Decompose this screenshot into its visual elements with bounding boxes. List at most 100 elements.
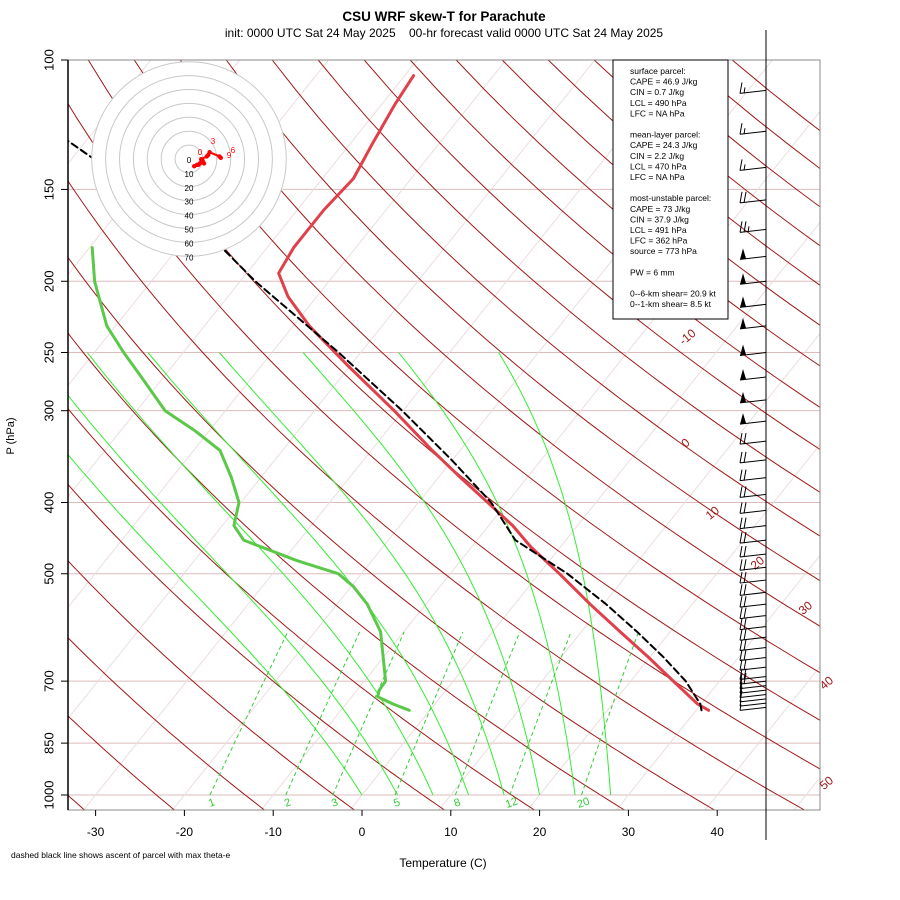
moist-adiabat bbox=[302, 352, 541, 796]
barb-half-flag bbox=[743, 87, 746, 94]
dry-adiabat bbox=[455, 60, 820, 367]
dry-adiabat bbox=[317, 60, 820, 493]
barb-flag bbox=[743, 451, 747, 463]
wind-barb bbox=[739, 413, 767, 425]
wind-barb bbox=[739, 584, 767, 596]
barb-pennant bbox=[740, 391, 746, 403]
barb-flag bbox=[739, 668, 743, 680]
barb-flag bbox=[739, 502, 743, 514]
dry-adiabat bbox=[68, 407, 536, 810]
barb-flag bbox=[743, 673, 747, 685]
hodograph-ring bbox=[160, 130, 218, 188]
hodograph-ring-label: 70 bbox=[185, 253, 194, 262]
surface-parcel-stat: CAPE = 46.9 J/kg bbox=[630, 77, 698, 87]
mixing-ratio-line bbox=[454, 631, 521, 796]
barb-shaft bbox=[739, 694, 767, 699]
surface-parcel-header: surface parcel: bbox=[630, 66, 686, 76]
dry-adiabat bbox=[68, 483, 446, 810]
barb-pennant bbox=[740, 296, 746, 308]
barb-flag bbox=[739, 673, 743, 685]
chart-subtitle: init: 0000 UTC Sat 24 May 2025 00-hr for… bbox=[225, 26, 664, 40]
isotherm-label: -10 bbox=[676, 326, 699, 348]
hodograph-ring-label: 30 bbox=[185, 198, 194, 207]
barb-pennant bbox=[740, 344, 746, 356]
hodograph-height-label: 0 bbox=[198, 148, 203, 157]
barb-flag bbox=[743, 618, 747, 630]
mixing-ratio-label: 12 bbox=[504, 795, 520, 810]
y-tick-label: 850 bbox=[41, 732, 56, 754]
most-unstable-parcel-stat: CIN = 37.9 J/kg bbox=[630, 214, 689, 224]
wind-barb bbox=[739, 571, 767, 584]
isotherm-label: 30 bbox=[796, 598, 815, 618]
hodograph-height-label: 6 bbox=[231, 146, 236, 155]
wind-barb bbox=[739, 618, 767, 631]
mixing-ratio-line bbox=[394, 631, 464, 796]
dry-adiabat bbox=[271, 60, 820, 537]
isotherm-gridline bbox=[68, 60, 418, 498]
wind-barb bbox=[739, 532, 767, 544]
dry-adiabat bbox=[68, 102, 820, 770]
barb-flag bbox=[743, 571, 747, 584]
mixing-ratio-label: 5 bbox=[392, 796, 402, 809]
barb-flag bbox=[739, 82, 743, 94]
hodograph-point bbox=[207, 150, 212, 155]
barb-half-flag bbox=[743, 128, 746, 135]
mixing-ratio-line bbox=[332, 631, 405, 796]
barb-half-flag bbox=[743, 164, 746, 171]
barb-flag bbox=[743, 433, 747, 445]
barb-shaft bbox=[739, 325, 767, 330]
barb-shaft bbox=[739, 698, 767, 703]
chart-title: CSU WRF skew-T for Parachute bbox=[342, 9, 546, 24]
wind-barb bbox=[739, 433, 767, 445]
most-unstable-parcel-stat: CAPE = 73 J/kg bbox=[630, 204, 691, 214]
wind-barb bbox=[739, 273, 767, 285]
most-unstable-parcel-stat: LFC = 362 hPa bbox=[630, 236, 688, 246]
wind-barb bbox=[739, 607, 767, 620]
hodograph-background bbox=[91, 61, 287, 257]
footnote: dashed black line shows ascent of parcel… bbox=[11, 850, 231, 860]
mixing-ratio-label: 3 bbox=[330, 796, 340, 809]
barb-shaft bbox=[739, 702, 767, 707]
barb-flag bbox=[739, 596, 743, 608]
wind-barb bbox=[739, 369, 767, 381]
x-tick-label: -20 bbox=[176, 825, 194, 839]
wind-barb bbox=[739, 659, 767, 671]
mixing-ratio-label: 1 bbox=[207, 796, 217, 809]
mixing-ratio-label: 20 bbox=[576, 795, 592, 810]
barb-flag bbox=[743, 584, 747, 596]
y-tick-label: 100 bbox=[41, 49, 56, 71]
x-tick-label: 10 bbox=[444, 825, 458, 839]
wind-barb bbox=[739, 677, 767, 690]
x-axis-label: Temperature (C) bbox=[399, 856, 486, 870]
wind-barb bbox=[739, 502, 767, 514]
wind-barb bbox=[739, 686, 767, 699]
wind-barb bbox=[739, 545, 767, 558]
y-tick-label: 400 bbox=[41, 492, 56, 514]
isotherm-label: 10 bbox=[703, 503, 722, 523]
moist-adiabat bbox=[218, 352, 505, 796]
y-tick-label: 300 bbox=[41, 400, 56, 422]
dry-adiabat bbox=[409, 60, 820, 408]
moist-adiabat bbox=[86, 352, 434, 796]
barb-flag bbox=[739, 123, 743, 135]
dry-adiabat bbox=[731, 60, 820, 132]
isotherm-gridline bbox=[882, 44, 900, 811]
barb-pennant bbox=[740, 369, 746, 381]
wind-barb bbox=[739, 673, 767, 685]
wind-barb bbox=[739, 517, 767, 530]
barb-flag bbox=[739, 433, 743, 445]
isotherm-gridline bbox=[793, 776, 820, 810]
wind-barb bbox=[739, 451, 767, 464]
barb-flag bbox=[743, 517, 747, 529]
temperature-line bbox=[277, 74, 711, 712]
hodograph-ring bbox=[105, 75, 273, 243]
isotherm-gridline bbox=[704, 665, 820, 810]
precipitable-water: PW = 6 mm bbox=[630, 267, 675, 277]
moist-adiabat bbox=[147, 352, 470, 796]
barb-flag bbox=[743, 596, 747, 608]
barb-flag bbox=[739, 191, 743, 203]
hodograph-ring-label: 20 bbox=[185, 184, 194, 193]
y-tick-label: 700 bbox=[41, 670, 56, 692]
barb-flag bbox=[739, 584, 743, 596]
